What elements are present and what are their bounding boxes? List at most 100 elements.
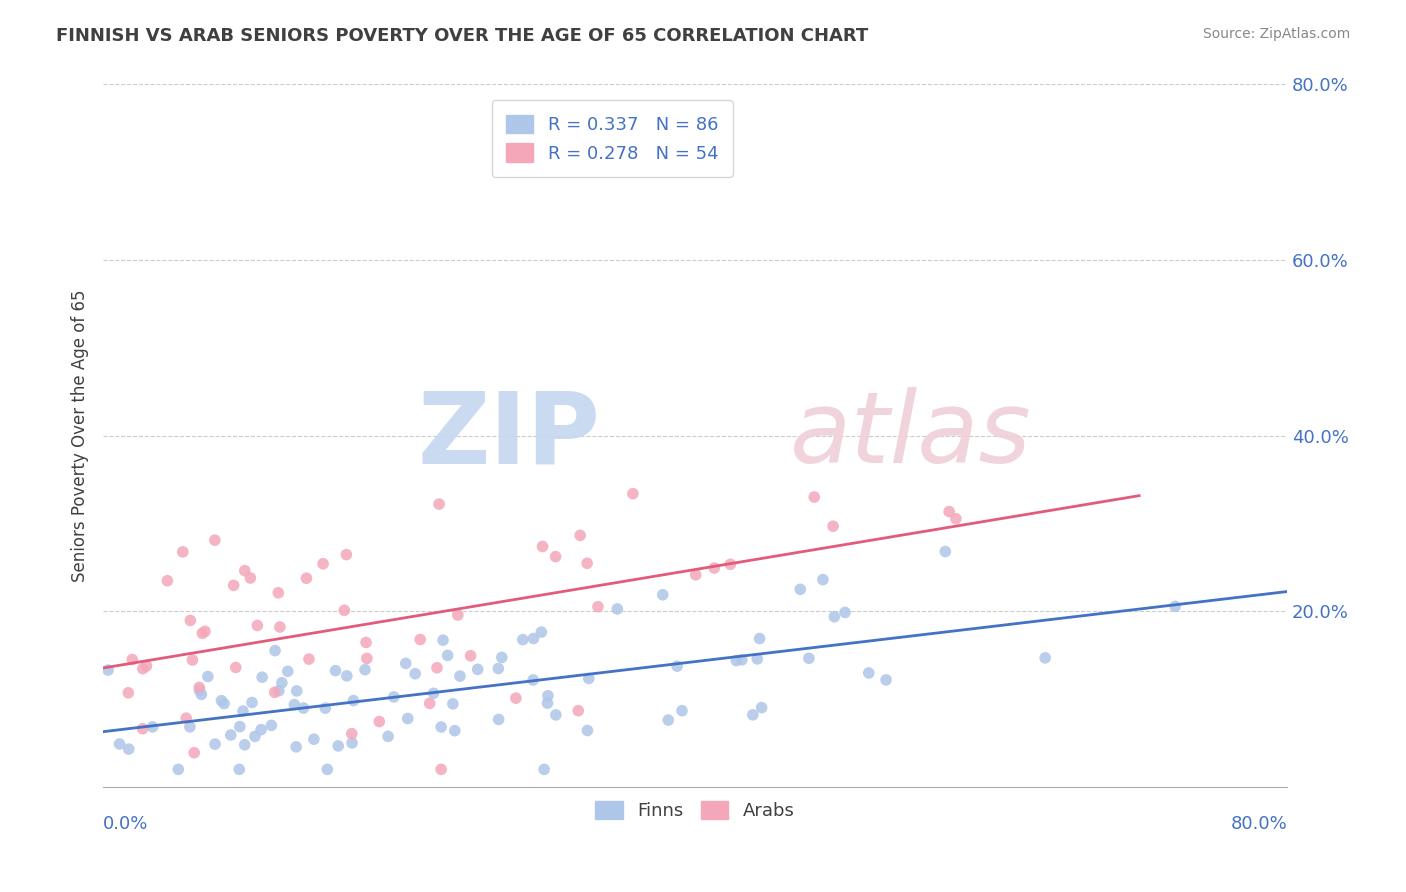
Point <box>132 662 155 676</box>
Point <box>167 763 190 777</box>
Point <box>354 663 377 677</box>
Point <box>606 602 628 616</box>
Point <box>250 723 273 737</box>
Point <box>621 486 644 500</box>
Point <box>444 723 467 738</box>
Point <box>354 635 377 649</box>
Point <box>239 571 262 585</box>
Point <box>530 625 553 640</box>
Point <box>179 720 201 734</box>
Point <box>1033 651 1056 665</box>
Point <box>135 659 157 673</box>
Point <box>204 533 226 548</box>
Point <box>567 704 589 718</box>
Point <box>225 660 247 674</box>
Point <box>460 648 482 663</box>
Point <box>449 669 471 683</box>
Point <box>250 670 273 684</box>
Point <box>174 711 197 725</box>
Point <box>747 652 769 666</box>
Point <box>232 704 254 718</box>
Point <box>731 653 754 667</box>
Text: atlas: atlas <box>790 387 1032 484</box>
Point <box>725 654 748 668</box>
Point <box>260 718 283 732</box>
Text: 0.0%: 0.0% <box>103 815 149 833</box>
Point <box>302 732 325 747</box>
Point <box>267 586 290 600</box>
Point <box>263 685 285 699</box>
Point <box>336 669 359 683</box>
Point <box>316 763 339 777</box>
Point <box>264 643 287 657</box>
Point <box>212 697 235 711</box>
Point <box>295 571 318 585</box>
Point <box>270 675 292 690</box>
Point <box>156 574 179 588</box>
Point <box>396 712 419 726</box>
Point <box>703 561 725 575</box>
Point <box>97 663 120 677</box>
Point <box>298 652 321 666</box>
Legend: Finns, Arabs: Finns, Arabs <box>588 793 801 827</box>
Point <box>325 664 347 678</box>
Point <box>188 681 211 695</box>
Text: ZIP: ZIP <box>418 387 600 484</box>
Text: Source: ZipAtlas.com: Source: ZipAtlas.com <box>1202 27 1350 41</box>
Point <box>823 519 845 533</box>
Point <box>204 737 226 751</box>
Point <box>191 626 214 640</box>
Point <box>285 739 308 754</box>
Point <box>858 665 880 680</box>
Point <box>211 693 233 707</box>
Text: FINNISH VS ARAB SENIORS POVERTY OVER THE AGE OF 65 CORRELATION CHART: FINNISH VS ARAB SENIORS POVERTY OVER THE… <box>56 27 869 45</box>
Point <box>544 549 567 564</box>
Text: 80.0%: 80.0% <box>1230 815 1286 833</box>
Point <box>430 763 453 777</box>
Point <box>314 701 336 715</box>
Point <box>536 696 558 710</box>
Point <box>945 511 967 525</box>
Point <box>569 528 592 542</box>
Point <box>117 686 139 700</box>
Point <box>427 497 450 511</box>
Point <box>488 713 510 727</box>
Point <box>505 691 527 706</box>
Point <box>190 687 212 701</box>
Point <box>467 662 489 676</box>
Point <box>246 618 269 632</box>
Point <box>430 720 453 734</box>
Point <box>436 648 458 663</box>
Point <box>651 588 673 602</box>
Point <box>285 684 308 698</box>
Point <box>356 651 378 665</box>
Point <box>823 609 845 624</box>
Point <box>181 653 204 667</box>
Point <box>368 714 391 729</box>
Point <box>333 603 356 617</box>
Point <box>671 704 693 718</box>
Point <box>544 707 567 722</box>
Point <box>267 683 290 698</box>
Point <box>172 545 194 559</box>
Point <box>183 746 205 760</box>
Point <box>229 720 252 734</box>
Point <box>522 673 544 687</box>
Point <box>328 739 350 753</box>
Point <box>578 672 600 686</box>
Point <box>131 722 153 736</box>
Point <box>441 697 464 711</box>
Point <box>233 738 256 752</box>
Point <box>240 696 263 710</box>
Point <box>586 599 609 614</box>
Point <box>422 686 444 700</box>
Point <box>233 564 256 578</box>
Point <box>222 578 245 592</box>
Point <box>666 659 689 673</box>
Point <box>512 632 534 647</box>
Y-axis label: Seniors Poverty Over the Age of 65: Seniors Poverty Over the Age of 65 <box>72 289 89 582</box>
Point <box>720 558 742 572</box>
Point <box>121 652 143 666</box>
Point <box>340 736 363 750</box>
Point <box>197 669 219 683</box>
